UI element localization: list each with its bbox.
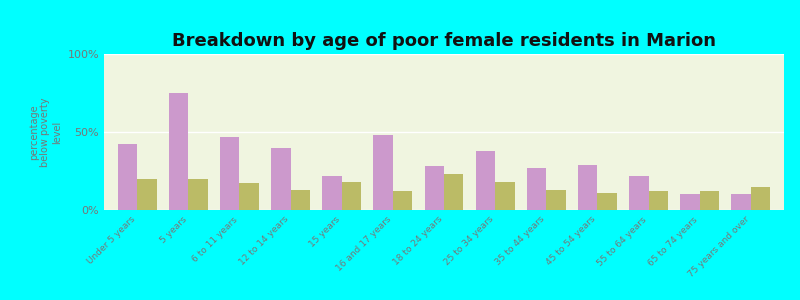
Bar — [680, 194, 700, 210]
Bar — [578, 165, 598, 210]
Bar — [118, 145, 138, 210]
Title: Breakdown by age of poor female residents in Marion: Breakdown by age of poor female resident… — [172, 32, 716, 50]
Bar — [220, 137, 239, 210]
Bar — [444, 174, 463, 210]
Bar — [629, 176, 649, 210]
Bar — [750, 187, 770, 210]
Bar — [271, 148, 290, 210]
Bar — [731, 194, 750, 210]
Bar — [700, 191, 719, 210]
Bar — [495, 182, 514, 210]
Bar — [649, 191, 668, 210]
Y-axis label: percentage
below poverty
level: percentage below poverty level — [29, 97, 62, 167]
Bar — [342, 182, 361, 210]
Bar — [290, 190, 310, 210]
Bar — [239, 184, 259, 210]
Bar — [138, 179, 157, 210]
Bar — [546, 190, 566, 210]
Bar — [425, 166, 444, 210]
Bar — [527, 168, 546, 210]
Bar — [322, 176, 342, 210]
Bar — [188, 179, 208, 210]
Bar — [169, 93, 188, 210]
Bar — [393, 191, 412, 210]
Bar — [598, 193, 617, 210]
Bar — [374, 135, 393, 210]
Bar — [476, 151, 495, 210]
